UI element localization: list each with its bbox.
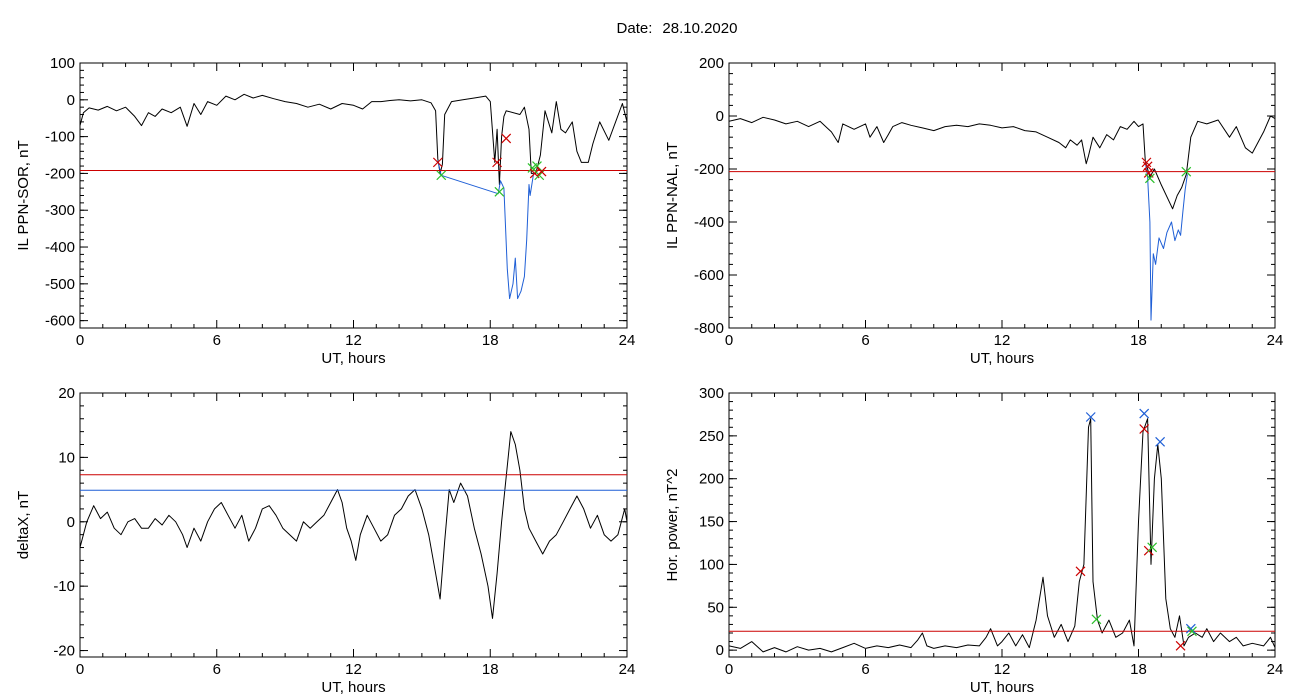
x-axis-label: UT, hours: [970, 350, 1034, 367]
event-marker: [1139, 408, 1150, 419]
y-axis-label: IL PPN-NAL, nT: [664, 142, 681, 249]
x-axis-label: UT, hours: [321, 679, 385, 696]
panel-deltax: 0 6 12 18 24 20 10 0 -10 -20 UT, hours deltaX, nT: [15, 385, 635, 696]
panel-il-ppn-sor: 0 6 12 18 24 100 0 -100 -200 -300 -400 -500 -600 UT, …: [15, 55, 635, 367]
y-tick-label: -800: [694, 320, 724, 337]
plot-frame: [728, 392, 1276, 658]
x-tick-label: 12: [345, 661, 362, 678]
event-marker: [494, 186, 505, 197]
y-tick-label: -300: [45, 202, 75, 219]
event-marker: [1144, 173, 1155, 184]
plot-area: [80, 431, 627, 619]
y-tick-label: -200: [45, 165, 75, 182]
event-marker: [436, 170, 447, 181]
event-marker: [532, 161, 542, 171]
y-tick-label: -200: [694, 161, 724, 178]
y-tick-label: 50: [707, 599, 724, 616]
event-marker: [1185, 623, 1196, 634]
event-marker: [432, 157, 443, 168]
y-tick-label: 0: [67, 514, 75, 531]
y-tick-label: 20: [58, 385, 75, 402]
y-tick-label: 10: [58, 449, 75, 466]
y-tick-label: 300: [699, 385, 724, 402]
data-series-line: [80, 431, 627, 619]
plot-area: [729, 408, 1275, 653]
y-tick-label: -400: [45, 239, 75, 256]
x-axis-label: UT, hours: [970, 679, 1034, 696]
x-tick-label: 24: [1267, 332, 1284, 349]
event-marker: [1147, 542, 1158, 553]
x-tick-label: 6: [861, 332, 869, 349]
y-tick-label: 0: [67, 92, 75, 109]
x-tick-label: 12: [345, 332, 362, 349]
date-label: Date:: [617, 20, 653, 37]
y-axis-label: IL PPN-SOR, nT: [15, 140, 32, 250]
y-tick-label: 100: [50, 55, 75, 72]
y-axis-label: Hor. power, nT^2: [664, 469, 681, 582]
plot-frame: [79, 62, 628, 329]
y-tick-label: 150: [699, 514, 724, 531]
x-tick-label: 18: [482, 332, 499, 349]
y-tick-label: -20: [53, 643, 75, 660]
event-marker: [1139, 424, 1150, 434]
event-marker: [1175, 640, 1186, 651]
data-series-line: [729, 115, 1275, 210]
data-series-line: [80, 93, 627, 185]
y-tick-label: -500: [45, 276, 75, 293]
y-tick-label: -600: [45, 313, 75, 330]
y-tick-label: -400: [694, 214, 724, 231]
x-tick-label: 6: [861, 661, 869, 678]
x-tick-label: 12: [994, 661, 1011, 678]
x-tick-label: 18: [1130, 332, 1147, 349]
event-marker: [1187, 626, 1197, 637]
x-tick-label: 0: [76, 332, 84, 349]
event-marker: [492, 157, 503, 168]
x-tick-label: 18: [482, 661, 499, 678]
x-tick-label: 24: [619, 332, 636, 349]
event-marker: [1075, 566, 1086, 577]
x-tick-label: 24: [1267, 661, 1284, 678]
y-tick-label: -10: [53, 578, 75, 595]
x-axis-label: UT, hours: [321, 350, 385, 367]
y-tick-label: 200: [699, 471, 724, 488]
x-tick-label: 12: [994, 332, 1011, 349]
x-tick-label: 24: [619, 661, 636, 678]
y-tick-label: 0: [716, 108, 724, 125]
y-tick-label: -600: [694, 267, 724, 284]
date-title: Date: 28.10.2020: [617, 20, 738, 37]
event-marker: [1141, 157, 1152, 168]
y-tick-label: 250: [699, 428, 724, 445]
event-marker: [1085, 412, 1096, 422]
y-tick-label: 100: [699, 556, 724, 573]
x-tick-label: 0: [725, 332, 733, 349]
plot-area: [729, 115, 1275, 321]
event-marker: [501, 133, 512, 144]
x-tick-label: 18: [1130, 661, 1147, 678]
highlight-series-line: [1144, 162, 1188, 321]
event-marker: [536, 166, 547, 177]
data-series-line: [729, 418, 1275, 653]
plot-area: [80, 93, 627, 300]
y-axis-label: deltaX, nT: [15, 491, 32, 559]
x-tick-label: 6: [213, 661, 221, 678]
event-marker: [1155, 436, 1166, 447]
y-tick-label: 0: [716, 642, 724, 659]
x-tick-label: 0: [725, 661, 733, 678]
y-tick-label: 200: [699, 55, 724, 72]
panel-horizontal-power: 0 6 12 18 24 300 250 200 150 100 50 0 UT, hours Hor. …: [664, 385, 1283, 696]
event-marker: [1181, 166, 1192, 177]
plot-frame: [728, 62, 1276, 329]
date-value: 28.10.2020: [662, 20, 737, 37]
x-tick-label: 0: [76, 661, 84, 678]
x-tick-label: 6: [213, 332, 221, 349]
y-tick-label: -100: [45, 129, 75, 146]
panel-il-ppn-nal: 0 6 12 18 24 200 0 -200 -400 -600 -800 UT, hours IL …: [664, 55, 1283, 367]
event-marker: [1091, 614, 1102, 625]
highlight-series-line: [437, 160, 535, 300]
